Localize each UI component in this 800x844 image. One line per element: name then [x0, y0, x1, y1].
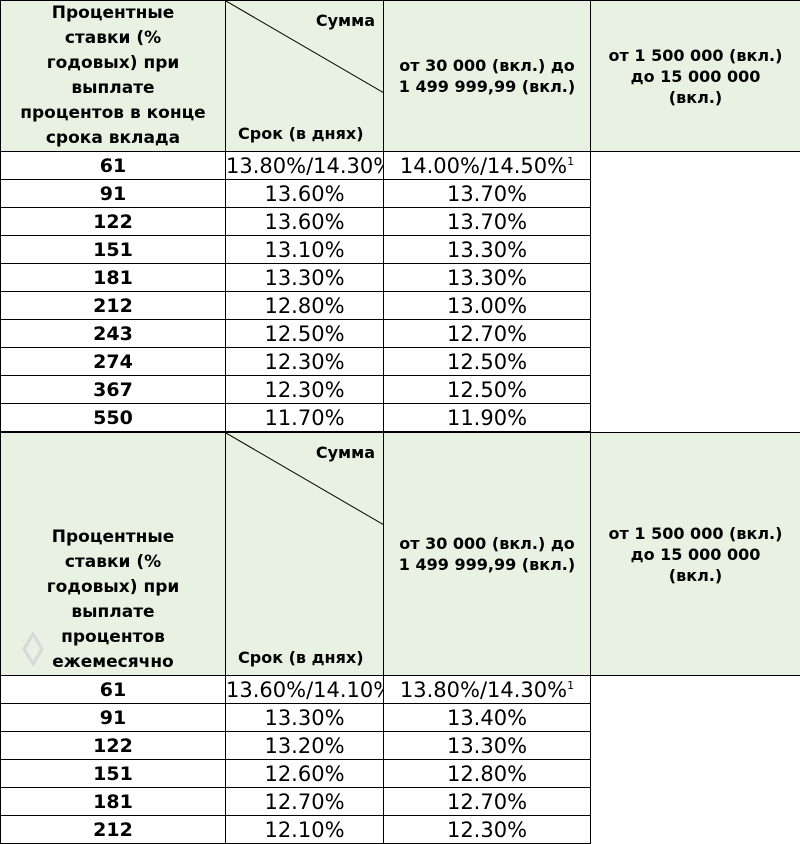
term-days-cell: 274 [1, 348, 226, 376]
rate-cell-amount-1: 11.70% [226, 404, 384, 432]
rate-cell-amount-1: 13.20% [226, 732, 384, 760]
rate-cell-amount-2: 12.30% [384, 816, 591, 844]
rate-cell-amount-1: 13.60% [226, 180, 384, 208]
term-days-cell: 151 [1, 760, 226, 788]
rate-cell-amount-2: 13.30% [384, 264, 591, 292]
term-days-cell: 181 [1, 264, 226, 292]
rate-cell-amount-2: 13.30% [384, 236, 591, 264]
term-days-cell: 61 [1, 152, 226, 180]
rate-cell-amount-2: 13.70% [384, 180, 591, 208]
term-days-cell: 122 [1, 732, 226, 760]
term-days-cell: 550 [1, 404, 226, 432]
rates-table-monthly: Процентные ставки (% годовых) при выплат… [0, 432, 800, 844]
footnote-mark: 1 [567, 679, 574, 692]
rate-cell-amount-1: 12.30% [226, 348, 384, 376]
corner-term-label: Срок (в днях) [238, 124, 364, 143]
rate-cell-amount-1: 12.60% [226, 760, 384, 788]
rate-cell-amount-2: 12.50% [384, 376, 591, 404]
term-days-cell: 181 [1, 788, 226, 816]
term-days-cell: 91 [1, 704, 226, 732]
term-days-cell: 212 [1, 816, 226, 844]
corner-sum-label: Сумма [316, 443, 375, 462]
rate-cell-amount-2: 13.70% [384, 208, 591, 236]
term-days-cell: 151 [1, 236, 226, 264]
term-days-cell: 91 [1, 180, 226, 208]
column-header-amount-1: от 30 000 (вкл.) до 1 499 999,99 (вкл.) [384, 433, 591, 676]
rates-table-end-of-term: Процентные ставки (% годовых) при выплат… [0, 0, 800, 488]
corner-header: Сумма Срок (в днях) [226, 1, 384, 152]
rate-cell-amount-1: 13.80%/14.30%1 [226, 152, 384, 180]
watermark-logo-icon [22, 632, 44, 666]
rate-cell-amount-2: 13.00% [384, 292, 591, 320]
row-group-label: Процентные ставки (% годовых) при выплат… [1, 1, 226, 152]
term-days-cell: 122 [1, 208, 226, 236]
column-header-amount-2: от 1 500 000 (вкл.) до 15 000 000 (вкл.) [591, 433, 800, 676]
rate-cell-amount-1: 13.30% [226, 264, 384, 292]
rate-cell-amount-1: 13.10% [226, 236, 384, 264]
rate-cell-amount-1: 13.60% [226, 208, 384, 236]
corner-sum-label: Сумма [316, 11, 375, 30]
term-days-cell: 367 [1, 376, 226, 404]
column-header-amount-1: от 30 000 (вкл.) до 1 499 999,99 (вкл.) [384, 1, 591, 152]
rate-cell-amount-1: 12.50% [226, 320, 384, 348]
rate-cell-amount-2: 11.90% [384, 404, 591, 432]
corner-header: Сумма Срок (в днях) [226, 433, 384, 676]
term-days-cell: 61 [1, 676, 226, 704]
rate-cell-amount-1: 12.70% [226, 788, 384, 816]
column-header-amount-2: от 1 500 000 (вкл.) до 15 000 000 (вкл.) [591, 1, 800, 152]
rate-cell-amount-1: 12.80% [226, 292, 384, 320]
rate-cell-amount-2: 12.80% [384, 760, 591, 788]
rate-cell-amount-2: 14.00%/14.50%1 [384, 152, 591, 180]
rate-cell-amount-1: 13.30% [226, 704, 384, 732]
rate-cell-amount-2: 13.80%/14.30%1 [384, 676, 591, 704]
term-days-cell: 212 [1, 292, 226, 320]
corner-term-label: Срок (в днях) [238, 648, 364, 667]
rate-cell-amount-2: 12.50% [384, 348, 591, 376]
term-days-cell: 243 [1, 320, 226, 348]
rate-cell-amount-2: 13.30% [384, 732, 591, 760]
footnote-mark: 1 [567, 155, 574, 168]
rate-cell-amount-1: 12.30% [226, 376, 384, 404]
rate-cell-amount-2: 12.70% [384, 320, 591, 348]
rate-cell-amount-1: 13.60%/14.10%1 [226, 676, 384, 704]
rate-cell-amount-1: 12.10% [226, 816, 384, 844]
rate-cell-amount-2: 13.40% [384, 704, 591, 732]
rate-cell-amount-2: 12.70% [384, 788, 591, 816]
